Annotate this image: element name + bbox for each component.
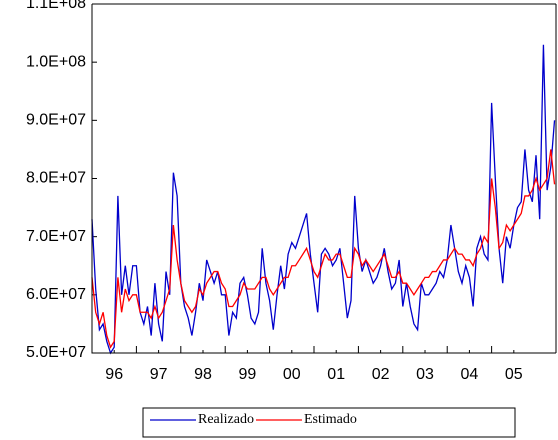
plot-frame (91, 4, 556, 354)
x-tick-label: 01 (327, 366, 345, 383)
legend-label: Realizado (198, 412, 254, 427)
x-tick-label: 03 (416, 366, 434, 383)
x-tick-label: 96 (105, 366, 123, 383)
legend-label: Estimado (304, 412, 357, 427)
series-line (91, 149, 556, 349)
x-tick-label: 98 (194, 366, 212, 383)
y-tick-label: 7.0E+07 (26, 228, 86, 245)
x-tick-label: 00 (283, 366, 301, 383)
x-tick-label: 02 (372, 366, 390, 383)
x-tick-label: 05 (505, 366, 523, 383)
y-tick-label: 1.1E+08 (26, 0, 86, 12)
legend-box (142, 407, 516, 438)
x-tick-label: 99 (239, 366, 257, 383)
series-line (91, 44, 556, 355)
y-tick-label: 1.0E+08 (26, 53, 86, 70)
y-tick-label: 5.0E+07 (26, 344, 86, 361)
y-tick-label: 6.0E+07 (26, 286, 86, 303)
x-tick-label: 04 (461, 366, 479, 383)
y-tick-label: 9.0E+07 (26, 112, 86, 129)
x-tick-label: 97 (150, 366, 168, 383)
y-tick-label: 8.0E+07 (26, 170, 86, 187)
